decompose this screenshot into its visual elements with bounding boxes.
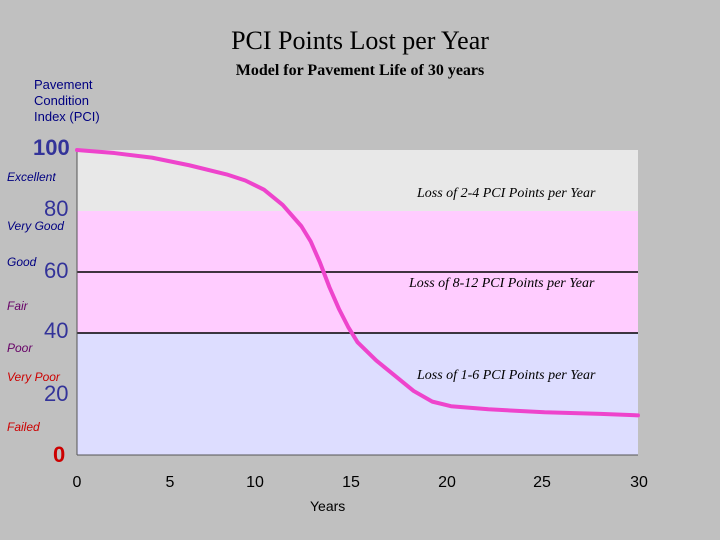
y-tick-label: 100 xyxy=(33,135,70,160)
condition-label-fair: Fair xyxy=(7,299,28,313)
chart-title: PCI Points Lost per Year xyxy=(231,26,489,55)
condition-label-failed: Failed xyxy=(7,420,40,434)
y-axis-label: Pavement Condition Index (PCI) xyxy=(34,77,100,124)
condition-label-very-good: Very Good xyxy=(7,219,64,233)
y-tick-label: 20 xyxy=(44,381,69,406)
x-tick-label: 20 xyxy=(438,474,456,491)
x-tick-label: 30 xyxy=(630,474,648,491)
x-tick-label: 5 xyxy=(165,474,175,491)
x-tick-label: 0 xyxy=(72,474,82,491)
condition-band xyxy=(77,333,638,455)
annotation-failed-loss: Loss of 1-6 PCI Points per Year xyxy=(417,368,596,383)
annotation-transition-loss: Loss of 8-12 PCI Points per Year xyxy=(409,276,595,291)
y-tick-label: 0 xyxy=(53,442,66,467)
pci-curve-line xyxy=(75,148,640,418)
x-tick-label: 10 xyxy=(246,474,264,491)
chart-subtitle: Model for Pavement Life of 30 years xyxy=(235,62,485,79)
annotation-excellent-loss: Loss of 2-4 PCI Points per Year xyxy=(417,186,596,201)
x-tick-label: 25 xyxy=(533,474,551,491)
condition-label-poor: Poor xyxy=(7,341,33,355)
y-tick-label: 80 xyxy=(44,196,69,221)
condition-label-good: Good xyxy=(7,255,37,269)
y-tick-label: 60 xyxy=(44,258,69,283)
y-tick-label: 40 xyxy=(44,318,69,343)
x-axis-label: Years xyxy=(310,498,346,514)
x-tick-label: 15 xyxy=(342,474,360,491)
condition-label-excellent: Excellent xyxy=(7,170,56,184)
condition-label-very-poor: Very Poor xyxy=(7,370,60,384)
